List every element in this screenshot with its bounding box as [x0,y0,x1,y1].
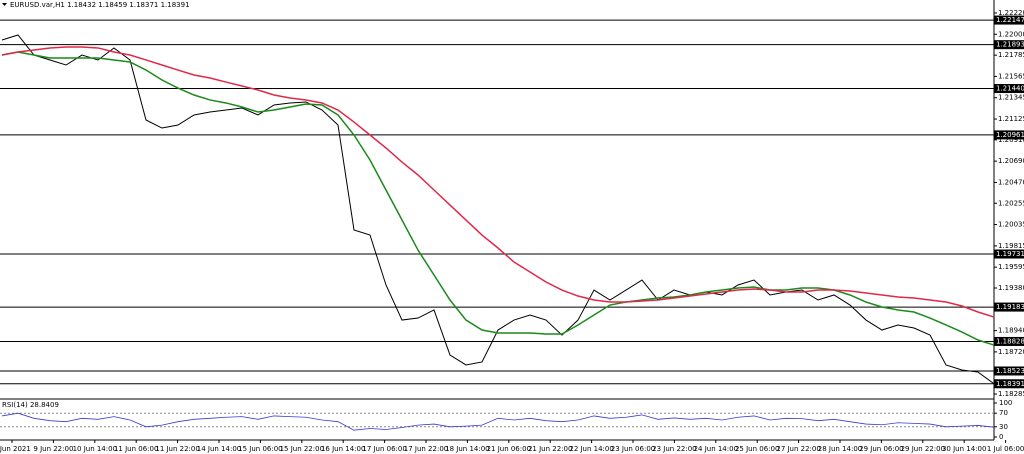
x-tick-label: 15 Jun 22:00 [280,445,324,453]
y-tick-label: 1.18285 [998,390,1024,398]
y-tick-label: 1.18720 [998,348,1024,356]
y-tick-label: 1.21125 [998,115,1024,123]
level-line-tag [994,130,1024,140]
x-tick-label: 16 Jun 14:00 [321,445,365,453]
level-line-tag [994,249,1024,259]
x-tick-label: 9 Jun 2021 [0,445,31,453]
level-line-label: 1.18523 [996,367,1024,375]
y-tick-label: 1.18940 [998,327,1024,335]
rsi-tick-label: 30 [999,423,1008,431]
x-tick-label: 30 Jun 14:00 [942,445,986,453]
level-line-tag [994,302,1024,312]
x-tick-label: 1 Jul 06:00 [987,445,1024,453]
x-tick-label: 15 Jun 06:00 [238,445,282,453]
x-tick-label: 11 Jun 06:00 [114,445,158,453]
x-tick-label: 23 Jun 22:00 [652,445,696,453]
y-tick-label: 1.19595 [998,263,1024,271]
x-tick-label: 10 Jun 14:00 [73,445,117,453]
x-tick-label: 17 Jun 22:00 [404,445,448,453]
y-tick-label: 1.22220 [998,9,1024,17]
title-arrow [2,3,7,6]
x-tick-label: 22 Jun 14:00 [569,445,613,453]
moving-average [1,46,995,318]
level-line-tag [994,40,1024,50]
y-tick-label: 1.21345 [998,94,1024,102]
price-line [1,34,995,385]
x-tick-label: 9 Jun 22:00 [33,445,73,453]
level-line-label: 1.19183 [996,303,1024,311]
x-tick-label: 23 Jun 06:00 [611,445,655,453]
rsi-tick-label: 100 [999,399,1012,407]
x-tick-label: 21 Jun 22:00 [528,445,572,453]
level-line-label: 1.21440 [996,85,1024,93]
level-line-label: 1.18828 [996,337,1024,345]
y-tick-label: 1.20910 [998,136,1024,144]
y-tick-label: 1.20035 [998,221,1024,229]
y-tick-label: 1.20690 [998,157,1024,165]
y-tick-label: 1.20255 [998,199,1024,207]
level-line-label: 1.20961 [996,131,1024,139]
rsi-tick-label: 0 [999,433,1003,441]
chart-title: EURUSD.var,H1 1.18432 1.18459 1.18371 1.… [10,1,190,9]
x-tick-label: 25 Jun 06:00 [735,445,779,453]
x-tick-label: 27 Jun 22:00 [776,445,820,453]
level-line-tag [994,336,1024,346]
x-tick-label: 18 Jun 14:00 [445,445,489,453]
x-tick-label: 24 Jun 14:00 [694,445,738,453]
y-tick-label: 1.19815 [998,242,1024,250]
x-tick-label: 14 Jun 14:00 [197,445,241,453]
level-line-tag [994,366,1024,376]
y-tick-label: 1.21565 [998,72,1024,80]
x-tick-label: 28 Jun 14:00 [818,445,862,453]
x-tick-label: 17 Jun 06:00 [362,445,406,453]
x-tick-label: 11 Jun 22:00 [155,445,199,453]
x-tick-label: 29 Jun 22:00 [901,445,945,453]
rsi-tick-label: 70 [999,409,1008,417]
level-line-label: 1.21893 [996,41,1024,49]
x-tick-label: 29 Jun 06:00 [859,445,903,453]
y-tick-label: 1.19380 [998,284,1024,292]
level-line-label: 1.22147 [996,16,1024,24]
level-line-label: 1.19731 [996,250,1024,258]
last-price-tag [994,379,1024,389]
y-tick-label: 1.22000 [998,30,1024,38]
x-tick-label: 21 Jun 06:00 [487,445,531,453]
level-line-tag [994,84,1024,94]
level-line-tag [994,15,1024,25]
last-price-label: 1.18391 [996,380,1024,388]
y-tick-label: 1.21785 [998,51,1024,59]
rsi-title: RSI(14) 28.8409 [2,401,59,409]
y-tick-label: 1.20470 [998,178,1024,186]
rsi-line [1,412,995,431]
